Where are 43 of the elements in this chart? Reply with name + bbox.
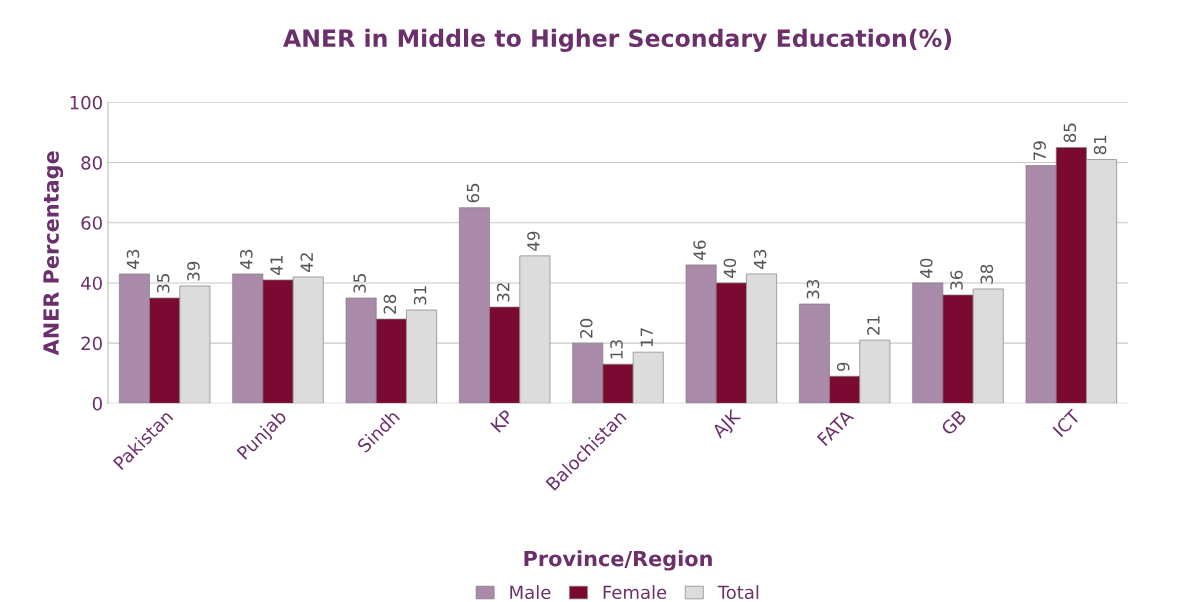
data-label: 36 — [950, 270, 963, 290]
legend-label: Total — [717, 585, 759, 600]
data-label: 41 — [270, 256, 283, 275]
data-label: 65 — [466, 183, 480, 203]
data-label: 31 — [413, 286, 427, 305]
data-label: 79 — [1033, 141, 1046, 161]
data-label: 17 — [640, 328, 653, 347]
data-label: 21 — [867, 316, 880, 335]
data-label: 32 — [496, 283, 510, 302]
y-tick-label: 100 — [70, 95, 102, 110]
y-tick-label: 60 — [81, 216, 102, 230]
x-tick-label: ICT — [1052, 408, 1082, 438]
data-label: 38 — [980, 264, 994, 284]
data-label: 39 — [187, 261, 200, 281]
data-label: 33 — [806, 279, 820, 299]
data-label: 43 — [753, 249, 767, 269]
data-label: 43 — [240, 249, 253, 269]
data-label: 35 — [353, 274, 366, 293]
legend-label: Female — [603, 585, 667, 600]
y-tick-label: 20 — [81, 336, 102, 351]
x-tick-label: AJK — [710, 408, 744, 442]
data-label: 20 — [580, 318, 593, 338]
y-tick-label: 40 — [81, 276, 102, 291]
data-label: 42 — [300, 253, 313, 272]
data-label: 35 — [156, 274, 170, 293]
legend-label: Male — [510, 585, 551, 600]
y-tick-label: 80 — [81, 156, 102, 170]
x-tick-label: GB — [940, 409, 967, 437]
data-label: 46 — [693, 240, 706, 260]
data-label: 28 — [383, 294, 397, 314]
y-tick-label: 0 — [92, 396, 102, 411]
x-axis-title: Province/Region — [524, 550, 712, 571]
y-axis-title: ANER Percentage — [43, 151, 64, 356]
data-label: 9 — [836, 362, 850, 372]
data-label: 49 — [527, 231, 540, 251]
data-label: 40 — [723, 258, 737, 278]
data-label: 13 — [610, 340, 623, 359]
data-label: 43 — [126, 249, 140, 269]
x-tick-label: KP — [490, 409, 514, 433]
data-label: 40 — [920, 258, 933, 278]
data-label: 81 — [1093, 135, 1107, 155]
data-label: 85 — [1063, 123, 1077, 143]
chart-title: ANER in Middle to Higher Secondary Education(%) — [283, 28, 952, 52]
